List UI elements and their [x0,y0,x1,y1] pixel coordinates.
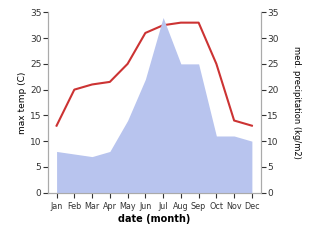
X-axis label: date (month): date (month) [118,214,190,224]
Y-axis label: max temp (C): max temp (C) [18,71,27,134]
Y-axis label: med. precipitation (kg/m2): med. precipitation (kg/m2) [292,46,301,159]
